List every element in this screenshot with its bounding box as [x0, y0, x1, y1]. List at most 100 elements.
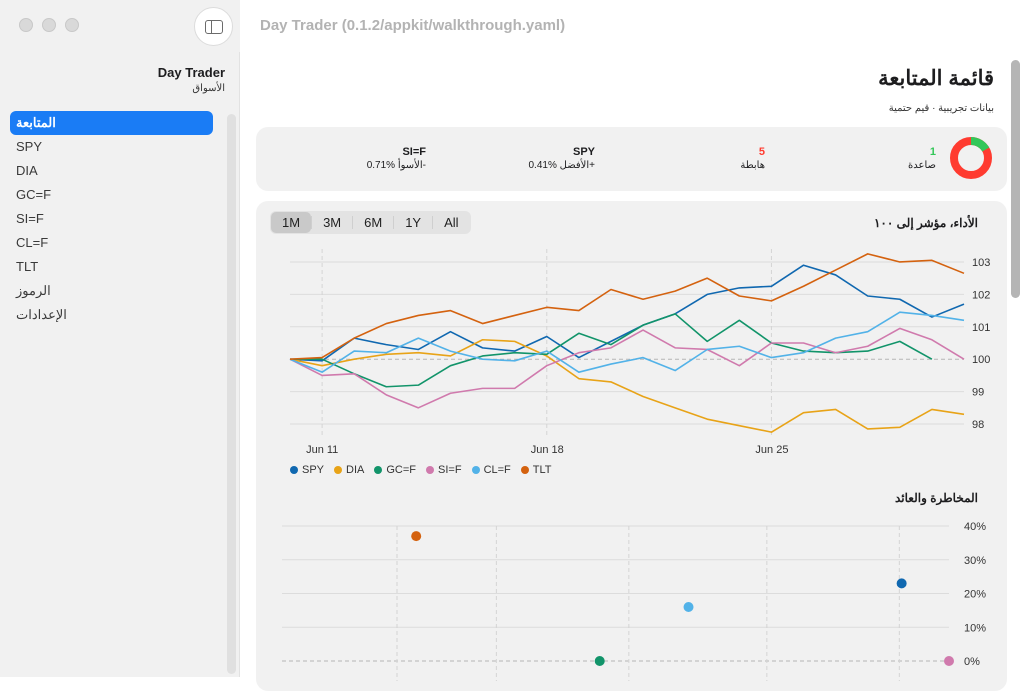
- title-bar: Day Trader (0.1.2/appkit/walkthrough.yam…: [0, 0, 1024, 52]
- segment-divider: [432, 216, 434, 229]
- minimize-window-button[interactable]: [42, 18, 56, 32]
- y-tick-label: 100: [972, 354, 990, 366]
- y-tick-label: 0%: [964, 656, 980, 668]
- y-tick-label: 40%: [964, 521, 986, 533]
- legend-dot: [334, 466, 343, 474]
- up-summary: 1 صاعدة: [908, 146, 936, 171]
- sidebar-item-gcf[interactable]: GC=F: [16, 187, 52, 202]
- scatter-point-tlt: [411, 531, 422, 542]
- charts-card: 1M 3M 6M 1Y All الأداء، مؤشر إلى ١٠٠ 98 9…: [256, 201, 1007, 691]
- series-line-sif: [289, 327, 965, 409]
- x-tick-label: Jun 18: [531, 444, 564, 456]
- range-6m-button[interactable]: 6M: [364, 215, 383, 230]
- segment-divider: [352, 216, 354, 229]
- y-tick-label: 103: [972, 257, 990, 269]
- sidebar-app-subtitle: الأسواق: [192, 83, 225, 94]
- legend-item: SPY: [290, 464, 324, 476]
- series-line-dia: [289, 338, 965, 433]
- best-summary: SPY الأفضل %0.41+: [529, 146, 596, 171]
- scatter-point-clf: [683, 602, 694, 612]
- range-segmented-control: 1M 3M 6M 1Y All: [270, 211, 471, 234]
- up-count: 1: [929, 146, 936, 158]
- legend-label: SI=F: [438, 464, 462, 476]
- main-content: قائمة المتابعة بيانات تجريبية · قيم حتمي…: [241, 52, 1024, 691]
- legend-item: TLT: [520, 464, 552, 476]
- down-label: هابطة: [740, 160, 765, 171]
- sidebar-item-watchlist[interactable]: المتابعة: [10, 111, 213, 135]
- performance-legend: SPY DIA GC=F SI=F CL=F TLT: [290, 464, 552, 476]
- main-scrollbar[interactable]: [1010, 52, 1020, 677]
- worst-label: الأسوأ %0.71-: [366, 160, 426, 171]
- legend-item: GC=F: [374, 464, 416, 476]
- legend-label: SPY: [302, 464, 325, 476]
- sidebar-item-tlt[interactable]: TLT: [16, 259, 39, 274]
- legend-dot: [374, 466, 383, 474]
- sidebar-icon: [204, 19, 223, 34]
- zoom-window-button[interactable]: [65, 18, 79, 32]
- sidebar: Day Trader الأسواق المتابعة SPY DIA GC=F…: [0, 52, 240, 677]
- best-symbol: SPY: [572, 146, 595, 158]
- x-tick-label: Jun 11: [306, 444, 338, 456]
- range-1m-button[interactable]: 1M: [271, 212, 312, 233]
- down-summary: 5 هابطة: [740, 146, 765, 171]
- down-count: 5: [758, 146, 765, 158]
- legend-label: CL=F: [483, 464, 511, 476]
- page-subtitle: بيانات تجريبية · قيم حتمية: [888, 103, 994, 114]
- y-tick-label: 102: [972, 289, 990, 301]
- close-window-button[interactable]: [19, 18, 33, 32]
- summary-card: 1 صاعدة 5 هابطة SPY الأفضل %0.41+ SI=F ا…: [256, 127, 1007, 191]
- sidebar-app-name: Day Trader: [157, 65, 225, 80]
- y-tick-label: 101: [972, 322, 990, 334]
- sidebar-item-symbols[interactable]: الرموز: [16, 283, 51, 298]
- sidebar-nav-list: المتابعة SPY DIA GC=F SI=F CL=F TLT الرم…: [10, 111, 213, 327]
- series-line-gcf: [290, 313, 933, 388]
- sidebar-item-sif[interactable]: SI=F: [16, 211, 44, 226]
- segment-divider: [393, 216, 395, 229]
- sidebar-item-spy[interactable]: SPY: [16, 139, 43, 154]
- scatter-point-gcf: [594, 656, 605, 666]
- performance-line-chart: 98 99 100 101 102 103 Jun 11 Jun 18 Jun 25: [289, 249, 990, 456]
- y-tick-label: 10%: [964, 622, 986, 634]
- risk-return-chart-title: المخاطرة والعائد: [895, 491, 978, 505]
- series-line-tlt: [289, 253, 965, 361]
- scatter-point-spy: [896, 578, 907, 589]
- best-label: الأفضل %0.41+: [528, 160, 596, 171]
- x-tick-label: Jun 25: [755, 444, 788, 456]
- y-tick-label: 98: [972, 419, 984, 431]
- y-tick-label: 30%: [964, 555, 986, 567]
- legend-dot: [290, 466, 298, 474]
- worst-symbol: SI=F: [402, 146, 426, 158]
- legend-label: TLT: [532, 464, 552, 476]
- worst-summary: SI=F الأسوأ %0.71-: [367, 146, 426, 171]
- sidebar-item-settings[interactable]: الإعدادات: [16, 307, 67, 322]
- y-tick-label: 99: [972, 387, 984, 399]
- range-all-button[interactable]: All: [444, 215, 459, 230]
- legend-dot: [520, 466, 529, 474]
- range-3m-button[interactable]: 3M: [323, 215, 342, 230]
- legend-item: CL=F: [471, 464, 511, 476]
- series-line-clf: [289, 311, 965, 373]
- legend-dot: [426, 466, 435, 474]
- y-tick-label: 20%: [964, 589, 986, 601]
- scatter-point-sif: [944, 656, 954, 666]
- donut-up-segment: [970, 137, 990, 152]
- up-down-donut-chart: [950, 137, 992, 179]
- sidebar-toggle-button[interactable]: [194, 7, 233, 46]
- risk-return-scatter-chart: 0% 10% 20% 30% 40%: [282, 521, 986, 681]
- legend-item: DIA: [334, 464, 364, 476]
- range-1y-button[interactable]: 1Y: [405, 215, 422, 230]
- sidebar-scrollbar[interactable]: [227, 114, 236, 674]
- sidebar-item-clf[interactable]: CL=F: [16, 235, 49, 250]
- legend-dot: [471, 466, 480, 474]
- main-scrollbar-thumb[interactable]: [1011, 60, 1020, 298]
- up-label: صاعدة: [908, 160, 936, 171]
- legend-item: SI=F: [426, 464, 462, 476]
- legend-label: GC=F: [386, 464, 417, 476]
- window-title: Day Trader (0.1.2/appkit/walkthrough.yam…: [260, 17, 566, 34]
- page-title: قائمة المتابعة: [878, 67, 994, 90]
- segment-divider: [311, 216, 313, 229]
- series-line-spy: [289, 264, 965, 362]
- sidebar-item-dia[interactable]: DIA: [16, 163, 38, 178]
- legend-label: DIA: [346, 464, 365, 476]
- performance-chart-title: الأداء، مؤشر إلى ١٠٠: [873, 216, 978, 230]
